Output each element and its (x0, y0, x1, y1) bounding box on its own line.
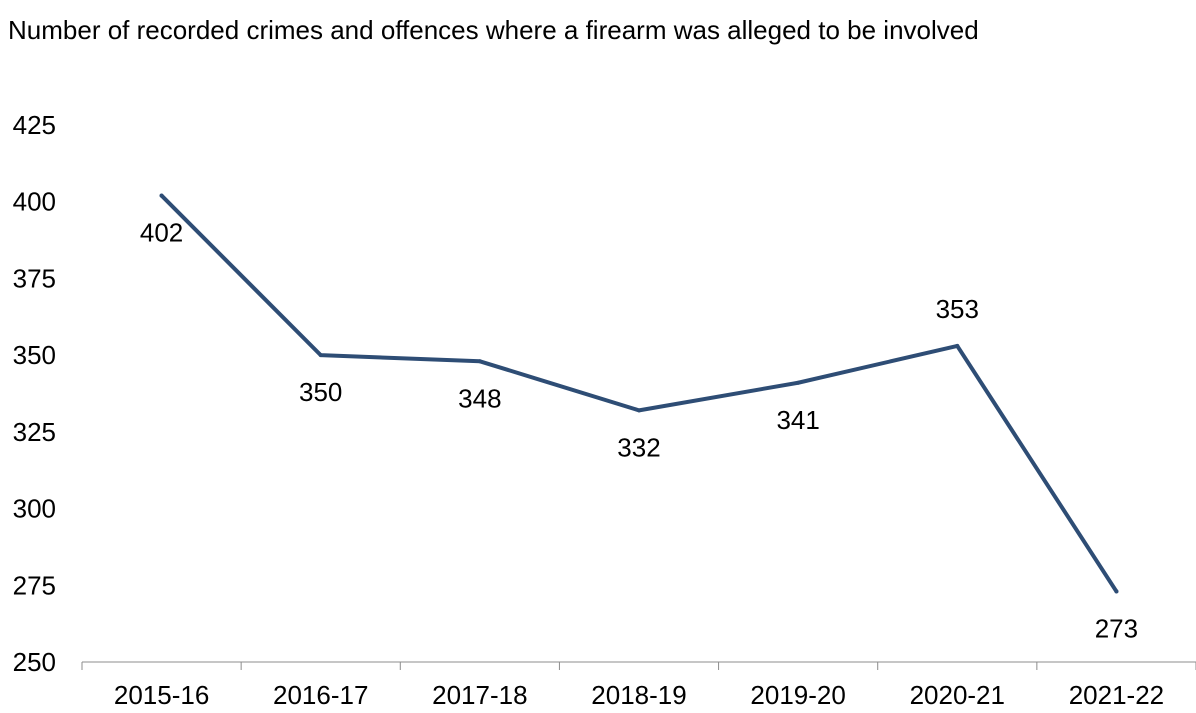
data-label: 348 (458, 383, 501, 413)
y-tick-label: 375 (13, 263, 56, 293)
data-point (955, 343, 960, 348)
x-tick-label: 2018-19 (591, 680, 686, 710)
y-axis-tick-labels: 250 275 300 325 350 375 400 425 (13, 110, 56, 677)
data-point (477, 359, 482, 364)
data-label: 332 (617, 432, 660, 462)
data-label: 273 (1095, 613, 1138, 643)
data-point (318, 353, 323, 358)
data-labels: 402 350 348 332 341 353 273 (140, 218, 1138, 644)
chart-title: Number of recorded crimes and offences w… (8, 15, 979, 45)
x-tick-label: 2020-21 (910, 680, 1005, 710)
y-tick-label: 250 (13, 647, 56, 677)
data-label: 350 (299, 377, 342, 407)
data-point (1114, 589, 1119, 594)
data-label: 353 (936, 294, 979, 324)
data-point (637, 408, 641, 413)
x-tick-label: 2015-16 (114, 680, 209, 710)
y-tick-label: 275 (13, 570, 56, 600)
data-point (159, 193, 164, 198)
y-tick-label: 325 (13, 417, 56, 447)
series-layer (159, 193, 1119, 594)
x-tick-label: 2017-18 (432, 680, 527, 710)
x-tick-label: 2016-17 (273, 680, 368, 710)
y-tick-label: 400 (13, 187, 56, 217)
x-tick-label: 2021-22 (1069, 680, 1164, 710)
data-label: 341 (776, 405, 819, 435)
x-axis: 2015-16 2016-17 2017-18 2018-19 2019-20 2020-… (81, 661, 1196, 710)
data-point (796, 380, 801, 385)
x-tick-label: 2019-20 (750, 680, 845, 710)
y-tick-label: 300 (13, 494, 56, 524)
y-tick-label: 350 (13, 340, 56, 370)
data-label: 402 (140, 218, 183, 248)
y-tick-label: 425 (13, 110, 56, 140)
